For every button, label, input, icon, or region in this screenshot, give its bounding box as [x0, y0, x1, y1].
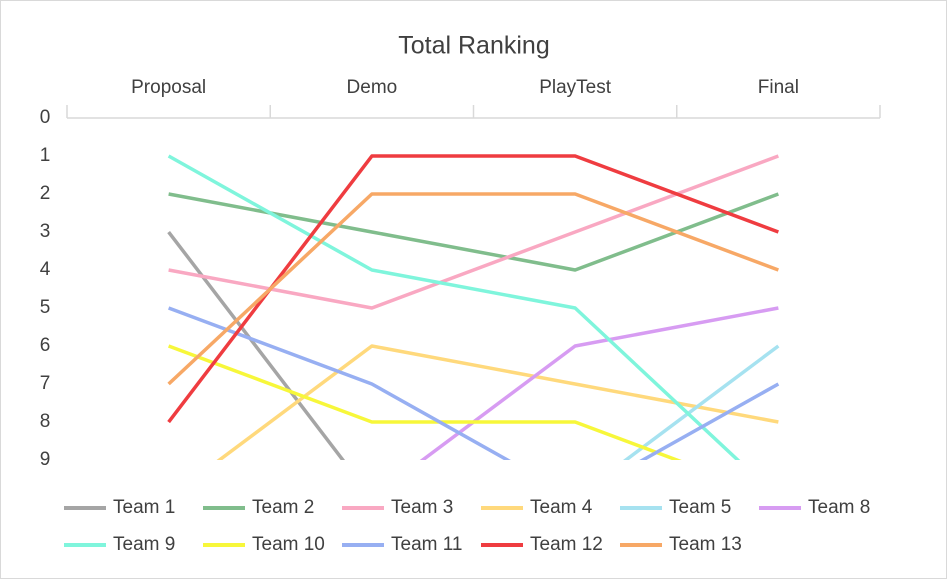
y-tick-label: 1 [40, 145, 51, 166]
chart-title: Total Ranking [398, 32, 549, 60]
legend-label: Team 9 [113, 534, 175, 555]
y-tick-label: 8 [40, 411, 51, 432]
legend-label: Team 2 [252, 497, 314, 518]
y-tick-label: 2 [40, 183, 51, 204]
y-tick-label: 0 [40, 107, 51, 128]
y-tick-label: 7 [40, 373, 51, 394]
x-tick-label: Proposal [131, 77, 206, 98]
x-tick-label: Demo [347, 77, 398, 98]
series-line [168, 306, 780, 460]
series-line [168, 344, 682, 460]
y-tick-label: 4 [40, 259, 51, 280]
series-line [167, 154, 741, 460]
legend-label: Team 11 [391, 534, 462, 555]
legend-label: Team 5 [669, 497, 731, 518]
y-tick-label: 9 [40, 449, 51, 470]
x-tick-label: Final [758, 77, 799, 98]
legend-label: Team 8 [808, 497, 870, 518]
legend-label: Team 4 [530, 497, 593, 518]
series-line [623, 344, 780, 460]
legend-label: Team 13 [669, 534, 742, 555]
x-tick-label: PlayTest [539, 77, 612, 98]
y-tick-label: 5 [40, 297, 51, 318]
series-line [167, 230, 346, 460]
legend-label: Team 12 [530, 534, 603, 555]
legend-label: Team 1 [113, 497, 175, 518]
legend-label: Team 3 [391, 497, 453, 518]
y-tick-label: 3 [40, 221, 51, 242]
series-line [167, 192, 779, 386]
plot-area [167, 154, 780, 460]
legend-label: Team 10 [252, 534, 325, 555]
y-tick-label: 6 [40, 335, 51, 356]
